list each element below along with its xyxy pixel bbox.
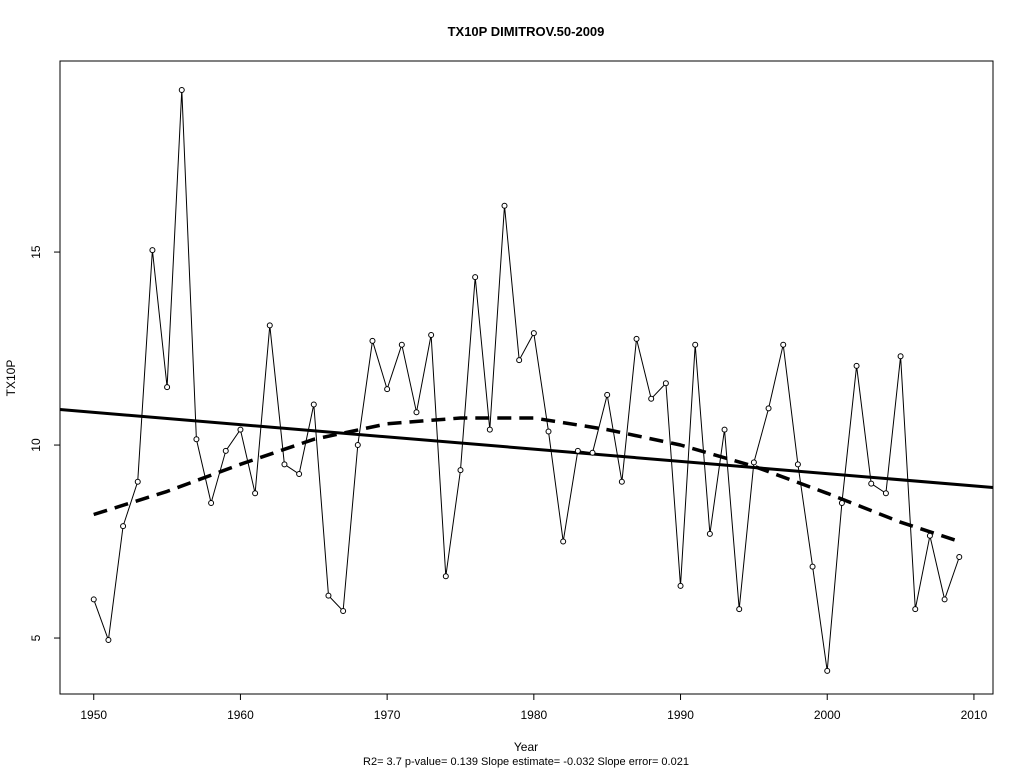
data-point	[897, 353, 904, 360]
data-point	[325, 592, 332, 599]
data-point	[765, 405, 772, 412]
plot-layer	[59, 86, 994, 674]
data-point	[208, 499, 215, 506]
data-point	[398, 341, 405, 348]
x-tick-label: 1960	[227, 708, 254, 722]
data-point	[178, 86, 185, 93]
data-point	[882, 490, 889, 497]
x-tick-label: 1980	[520, 708, 547, 722]
y-tick-label: 10	[29, 438, 43, 452]
x-axis-label: Year	[514, 740, 538, 754]
plot-frame	[59, 60, 994, 695]
data-point	[149, 247, 156, 254]
data-point	[281, 461, 288, 468]
data-point	[413, 409, 420, 416]
data-point	[384, 386, 391, 393]
data-point	[780, 341, 787, 348]
data-point	[105, 636, 112, 643]
data-point	[618, 478, 625, 485]
data-point	[310, 401, 317, 408]
data-point	[516, 357, 523, 364]
data-point	[648, 395, 655, 402]
data-point	[545, 428, 552, 435]
data-point	[941, 596, 948, 603]
data-point	[472, 274, 479, 281]
y-tick-label: 15	[29, 245, 43, 259]
data-point	[824, 667, 831, 674]
x-tick-label: 1990	[667, 708, 694, 722]
data-point	[926, 532, 933, 539]
x-axis: 1950 1960 1970 1980 1990 2000 2010	[80, 694, 988, 722]
x-tick-label: 2010	[961, 708, 988, 722]
data-point	[501, 202, 508, 209]
data-point	[706, 530, 713, 537]
data-point	[428, 332, 435, 339]
data-point	[750, 459, 757, 466]
stats-footnote: R2= 3.7 p-value= 0.139 Slope estimate= -…	[363, 756, 689, 768]
data-point	[677, 582, 684, 589]
data-point	[560, 538, 567, 545]
data-point	[340, 608, 347, 615]
series-line	[93, 89, 960, 671]
x-tick-label: 2000	[814, 708, 841, 722]
data-point	[134, 478, 141, 485]
data-point	[369, 337, 376, 344]
data-point	[604, 391, 611, 398]
data-point	[868, 480, 875, 487]
data-point	[486, 426, 493, 433]
data-point	[633, 335, 640, 342]
data-point	[296, 470, 303, 477]
data-point	[193, 436, 200, 443]
data-point	[457, 467, 464, 474]
data-point	[838, 499, 845, 506]
data-point	[721, 426, 728, 433]
x-tick-label: 1950	[80, 708, 107, 722]
data-point	[237, 426, 244, 433]
data-point	[956, 553, 963, 560]
data-point	[736, 606, 743, 613]
data-point	[266, 322, 273, 329]
data-point	[222, 447, 229, 454]
data-point	[252, 490, 259, 497]
smoothed-curve	[93, 416, 960, 544]
data-point	[692, 341, 699, 348]
y-axis: 5 10 15	[29, 245, 60, 641]
data-point	[574, 447, 581, 454]
x-tick-label: 1970	[374, 708, 401, 722]
chart-title: TX10P DIMITROV.50-2009	[448, 24, 605, 39]
y-axis-label: TX10P	[4, 360, 18, 397]
y-tick-label: 5	[29, 634, 43, 641]
data-point	[794, 461, 801, 468]
data-point	[442, 573, 449, 580]
data-point	[120, 523, 127, 530]
data-point	[809, 563, 816, 570]
data-point	[530, 330, 537, 337]
data-point	[912, 606, 919, 613]
data-point	[164, 384, 171, 391]
data-point	[589, 449, 596, 456]
data-point	[90, 596, 97, 603]
trend-line	[59, 408, 994, 489]
data-point	[662, 380, 669, 387]
data-point	[853, 362, 860, 369]
data-point	[354, 442, 361, 449]
